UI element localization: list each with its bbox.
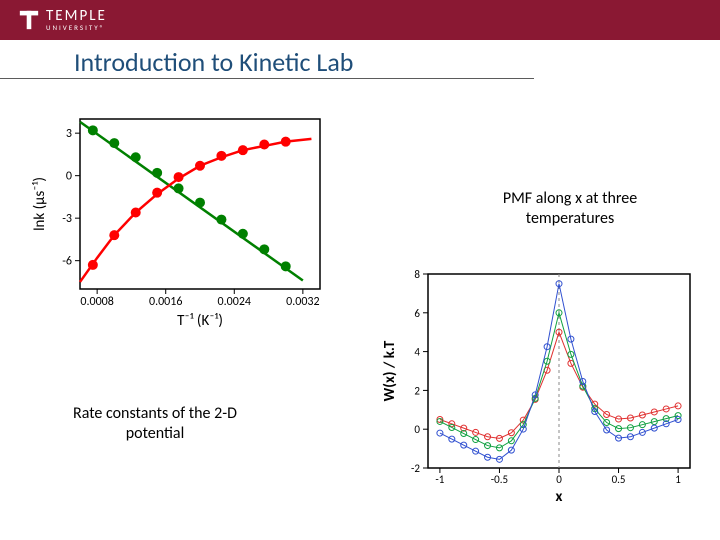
temple-logo-icon	[18, 9, 40, 31]
brand-main: TEMPLE	[46, 9, 107, 24]
svg-text:0: 0	[414, 423, 420, 436]
svg-text:0.0008: 0.0008	[80, 295, 113, 309]
svg-text:W(x) / k.T: W(x) / k.T	[381, 340, 399, 401]
svg-text:-1: -1	[435, 473, 444, 486]
brand-sub: UNIVERSITY®	[46, 24, 107, 31]
svg-text:1: 1	[675, 473, 681, 486]
svg-text:0: 0	[66, 170, 72, 184]
svg-text:-0.5: -0.5	[491, 473, 508, 486]
svg-text:0.0024: 0.0024	[218, 295, 251, 309]
svg-text:T⁻¹ (K⁻¹): T⁻¹ (K⁻¹)	[177, 312, 223, 329]
header-bar: TEMPLE UNIVERSITY®	[0, 0, 720, 40]
svg-text:4: 4	[414, 346, 420, 359]
content-area: 0.0008 0.0016 0.0024 0.0032 -6 -3 0 3 T⁻¹ (K⁻¹) l…	[0, 89, 720, 540]
brand-text: TEMPLE UNIVERSITY®	[46, 9, 107, 31]
pmf-caption: PMF along x at three temperatures	[480, 189, 660, 229]
svg-text:8: 8	[414, 268, 420, 281]
rate-constants-chart: 0.0008 0.0016 0.0024 0.0032 -6 -3 0 3 T⁻¹ (K⁻¹) l…	[30, 109, 330, 329]
svg-text:-6: -6	[62, 255, 72, 269]
pmf-chart: -1 -0.5 0 0.5 1 -2 0 2 4 6 8 x W(x) / k.T	[380, 264, 700, 504]
svg-text:0.0016: 0.0016	[149, 295, 182, 309]
svg-text:x: x	[556, 488, 563, 504]
svg-text:0.0032: 0.0032	[286, 295, 319, 309]
slide-title: Introduction to Kinetic Lab	[0, 40, 534, 79]
svg-text:3: 3	[66, 127, 72, 141]
svg-text:0: 0	[556, 473, 562, 486]
rate-caption: Rate constants of the 2-D potential	[50, 404, 260, 444]
svg-text:2: 2	[414, 384, 420, 397]
svg-text:-3: -3	[62, 212, 72, 226]
svg-text:6: 6	[414, 307, 420, 320]
svg-text:0.5: 0.5	[612, 473, 626, 486]
svg-text:-2: -2	[411, 462, 420, 475]
svg-text:lnk (µs⁻¹): lnk (µs⁻¹)	[31, 177, 49, 231]
